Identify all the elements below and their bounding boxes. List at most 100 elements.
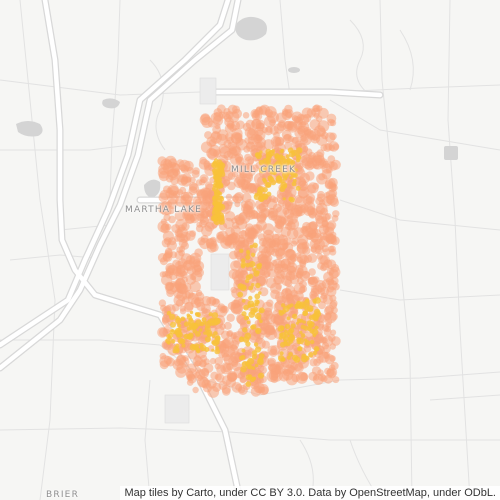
- heat-blob: [316, 173, 328, 185]
- heat-hotspot: [249, 244, 254, 249]
- heat-hotspot: [268, 176, 275, 183]
- heat-blob: [158, 207, 166, 214]
- heat-hotspot: [180, 316, 186, 322]
- heat-blob: [266, 246, 276, 256]
- heat-blob: [226, 371, 238, 382]
- heat-blob: [284, 279, 293, 287]
- heat-blob: [256, 203, 266, 213]
- heat-blob: [200, 208, 211, 219]
- heat-hotspot: [216, 182, 224, 189]
- heat-hotspot: [194, 312, 199, 316]
- heat-hotspot: [257, 316, 261, 320]
- heat-blob: [183, 302, 194, 313]
- heat-hotspot: [277, 325, 285, 332]
- heat-blob: [223, 114, 232, 123]
- heat-hotspot: [252, 267, 257, 272]
- heat-hotspot: [301, 355, 308, 363]
- heat-hotspot: [166, 310, 172, 316]
- heat-hotspot: [215, 346, 220, 351]
- heat-blob: [321, 324, 330, 332]
- heat-hotspot: [299, 330, 303, 335]
- heat-hotspot: [208, 312, 213, 317]
- major-roads: [0, 0, 384, 500]
- heat-hotspot: [242, 327, 248, 333]
- heat-hotspot: [279, 149, 284, 154]
- heat-hotspot: [258, 159, 265, 166]
- heat-hotspot: [219, 191, 223, 196]
- heat-blob: [191, 169, 200, 178]
- heat-hotspot: [245, 254, 251, 260]
- pond-north: [288, 67, 300, 73]
- heat-blob: [325, 318, 333, 326]
- lake-north: [235, 16, 267, 41]
- martha-lake-water: [144, 179, 161, 198]
- heat-blob: [307, 253, 317, 263]
- heat-blob: [294, 165, 304, 175]
- heat-hotspot: [294, 168, 298, 172]
- heat-hotspot: [288, 339, 294, 344]
- heat-blob: [296, 256, 303, 263]
- heat-blob: [181, 241, 189, 250]
- heat-hotspot: [165, 338, 171, 344]
- heat-blob: [328, 189, 338, 198]
- heat-hotspot: [305, 298, 310, 303]
- heat-blob: [262, 270, 270, 279]
- heat-hotspot: [308, 314, 315, 321]
- heat-hotspot: [211, 340, 216, 345]
- heat-blob: [230, 303, 243, 315]
- heat-blob: [241, 192, 252, 203]
- pond-east: [444, 146, 458, 160]
- heat-hotspot: [276, 175, 282, 181]
- heat-hotspot: [258, 308, 263, 313]
- heat-blob: [327, 278, 335, 286]
- heat-blob: [329, 364, 336, 371]
- heat-hotspot: [192, 328, 197, 334]
- heat-blob: [312, 182, 320, 190]
- heat-blob: [189, 273, 197, 281]
- heat-blob: [179, 308, 187, 315]
- pond-northwest: [102, 98, 120, 109]
- heat-hotspot: [279, 351, 284, 356]
- heat-blob: [194, 248, 203, 257]
- place-label-martha-lake: MARTHA LAKE: [125, 205, 202, 215]
- heat-blob: [271, 259, 278, 266]
- heat-blob: [297, 125, 309, 137]
- heat-blob: [259, 255, 272, 267]
- heat-hotspot: [188, 318, 194, 325]
- heat-blob: [316, 134, 328, 146]
- heat-hotspot: [285, 154, 290, 159]
- heat-blob: [329, 119, 337, 127]
- heat-blob: [171, 303, 180, 312]
- heat-blob: [158, 299, 167, 307]
- building-central: [210, 253, 230, 291]
- heat-blob: [300, 372, 309, 381]
- heat-blob: [322, 345, 331, 354]
- heat-blob: [193, 361, 200, 368]
- heat-hotspot: [241, 361, 248, 368]
- heat-blob: [178, 345, 187, 354]
- heat-blob: [329, 132, 337, 141]
- heat-blob: [214, 373, 222, 381]
- heat-blob: [307, 277, 316, 285]
- heat-hotspot: [290, 323, 296, 329]
- heat-blob: [317, 190, 325, 199]
- heat-blob: [193, 298, 201, 305]
- heat-blob: [298, 114, 310, 126]
- heat-hotspot: [298, 347, 302, 351]
- heat-hotspot: [186, 326, 191, 331]
- heat-hotspot: [212, 174, 219, 180]
- heat-blob: [258, 386, 266, 394]
- heat-hotspot: [212, 196, 218, 203]
- heat-blob: [219, 146, 232, 159]
- heat-blob: [159, 189, 170, 200]
- heat-hotspot: [312, 298, 317, 303]
- heat-blob: [222, 217, 234, 229]
- heat-hotspot: [262, 187, 268, 193]
- heat-blob: [188, 186, 198, 196]
- heat-blob: [167, 168, 179, 181]
- heat-blob: [186, 374, 193, 381]
- heat-hotspot: [251, 283, 255, 287]
- heat-blob: [302, 146, 309, 152]
- heat-hotspot: [274, 154, 281, 161]
